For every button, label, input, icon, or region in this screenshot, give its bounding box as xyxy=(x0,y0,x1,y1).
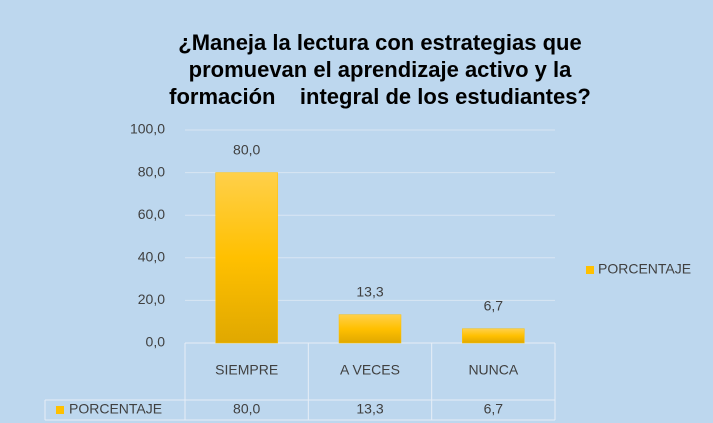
chart-title: formación integral de los estudiantes? xyxy=(169,84,591,109)
data-label: 13,3 xyxy=(356,283,383,299)
chart-title: ¿Maneja la lectura con estrategias que xyxy=(178,30,581,55)
table-value: 80,0 xyxy=(233,401,260,417)
table-series-name: PORCENTAJE xyxy=(69,401,162,417)
y-tick-label: 20,0 xyxy=(138,291,165,307)
y-tick-label: 0,0 xyxy=(146,334,166,350)
y-tick-label: 100,0 xyxy=(130,121,165,137)
legend-label: PORCENTAJE xyxy=(598,261,691,277)
bar xyxy=(215,172,278,344)
table-legend-swatch xyxy=(56,406,64,414)
chart-title: promuevan el aprendizaje activo y la xyxy=(189,57,572,82)
y-tick-label: 80,0 xyxy=(138,163,165,179)
x-tick-label: NUNCA xyxy=(468,362,518,378)
bar xyxy=(462,328,525,344)
data-label: 80,0 xyxy=(233,141,260,157)
table-value: 6,7 xyxy=(484,401,504,417)
bar xyxy=(338,314,402,344)
y-tick-label: 60,0 xyxy=(138,206,165,222)
x-tick-label: SIEMPRE xyxy=(215,362,278,378)
table-value: 13,3 xyxy=(356,401,383,417)
data-label: 6,7 xyxy=(484,297,504,313)
x-tick-label: A VECES xyxy=(340,362,400,378)
legend-swatch xyxy=(586,266,594,274)
y-tick-label: 40,0 xyxy=(138,249,165,265)
